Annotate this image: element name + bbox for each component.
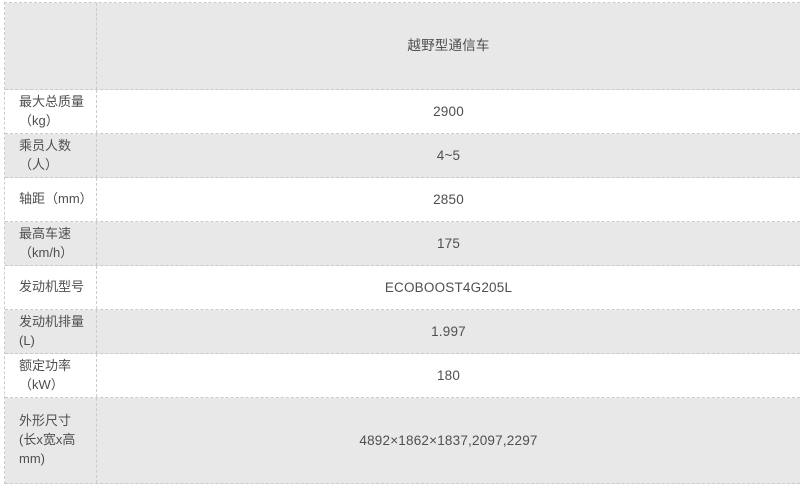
row-label: 最大总质量（kg） xyxy=(5,90,97,133)
row-label: 轴距（mm） xyxy=(5,178,97,221)
table-row: 乘员人数（人） 4~5 xyxy=(5,134,800,178)
table-row: 最高车速（km/h） 175 xyxy=(5,222,800,266)
row-label: 发动机型号 xyxy=(5,266,97,309)
header-label-cell xyxy=(5,3,97,89)
row-label: 乘员人数（人） xyxy=(5,134,97,177)
row-label: 最高车速（km/h） xyxy=(5,222,97,265)
vehicle-spec-table: 越野型通信车 最大总质量（kg） 2900 乘员人数（人） 4~5 轴距（mm）… xyxy=(4,2,800,484)
row-value: 180 xyxy=(436,367,461,383)
row-value: 1.997 xyxy=(431,323,466,339)
row-label: 额定功率（kW） xyxy=(5,354,97,397)
table-row: 发动机排量(L) 1.997 xyxy=(5,310,800,354)
row-label: 发动机排量(L) xyxy=(5,310,97,353)
row-value: 4892×1862×1837,2097,2297 xyxy=(359,432,538,448)
row-label: 外形尺寸 (长x宽x高mm) xyxy=(5,398,97,483)
row-value: 4~5 xyxy=(436,147,461,163)
table-row: 额定功率（kW） 180 xyxy=(5,354,800,398)
row-value: 175 xyxy=(436,235,461,251)
table-row: 外形尺寸 (长x宽x高mm) 4892×1862×1837,2097,2297 xyxy=(5,398,800,484)
table-row: 发动机型号 ECOBOOST4G205L xyxy=(5,266,800,310)
row-value: 2850 xyxy=(433,191,464,207)
table-header-row: 越野型通信车 xyxy=(5,3,800,90)
row-value: ECOBOOST4G205L xyxy=(384,279,513,295)
table-row: 轴距（mm） 2850 xyxy=(5,178,800,222)
header-vehicle-title: 越野型通信车 xyxy=(407,38,490,54)
table-row: 最大总质量（kg） 2900 xyxy=(5,90,800,134)
row-value: 2900 xyxy=(433,103,464,119)
